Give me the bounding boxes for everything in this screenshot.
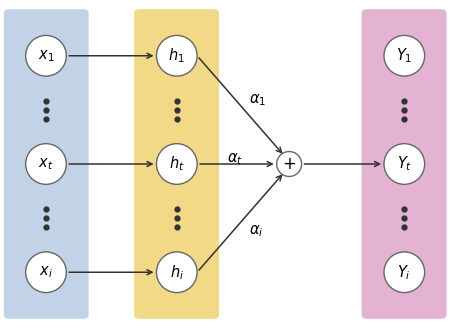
Text: $\alpha_t$: $\alpha_t$ [227, 151, 243, 167]
Ellipse shape [26, 35, 66, 76]
Ellipse shape [277, 152, 301, 176]
FancyBboxPatch shape [362, 9, 447, 319]
Text: $Y_t$: $Y_t$ [397, 154, 412, 174]
Text: $\alpha_1$: $\alpha_1$ [249, 92, 266, 108]
Text: $h_1$: $h_1$ [168, 46, 185, 65]
Ellipse shape [156, 144, 197, 184]
Text: $h_i$: $h_i$ [170, 263, 184, 282]
Text: $x_t$: $x_t$ [38, 156, 54, 172]
FancyBboxPatch shape [134, 9, 219, 319]
Text: $x_i$: $x_i$ [39, 264, 53, 280]
Ellipse shape [384, 144, 425, 184]
Text: $\alpha_i$: $\alpha_i$ [249, 223, 263, 239]
FancyBboxPatch shape [4, 9, 89, 319]
Ellipse shape [26, 252, 66, 293]
Text: $+$: $+$ [282, 155, 296, 173]
Text: $Y_i$: $Y_i$ [398, 263, 411, 282]
Text: $h_t$: $h_t$ [169, 154, 184, 174]
Text: $x_1$: $x_1$ [38, 48, 54, 64]
Ellipse shape [384, 35, 425, 76]
Ellipse shape [384, 252, 425, 293]
Ellipse shape [156, 35, 197, 76]
Text: $Y_1$: $Y_1$ [396, 46, 412, 65]
Ellipse shape [26, 144, 66, 184]
Ellipse shape [156, 252, 197, 293]
